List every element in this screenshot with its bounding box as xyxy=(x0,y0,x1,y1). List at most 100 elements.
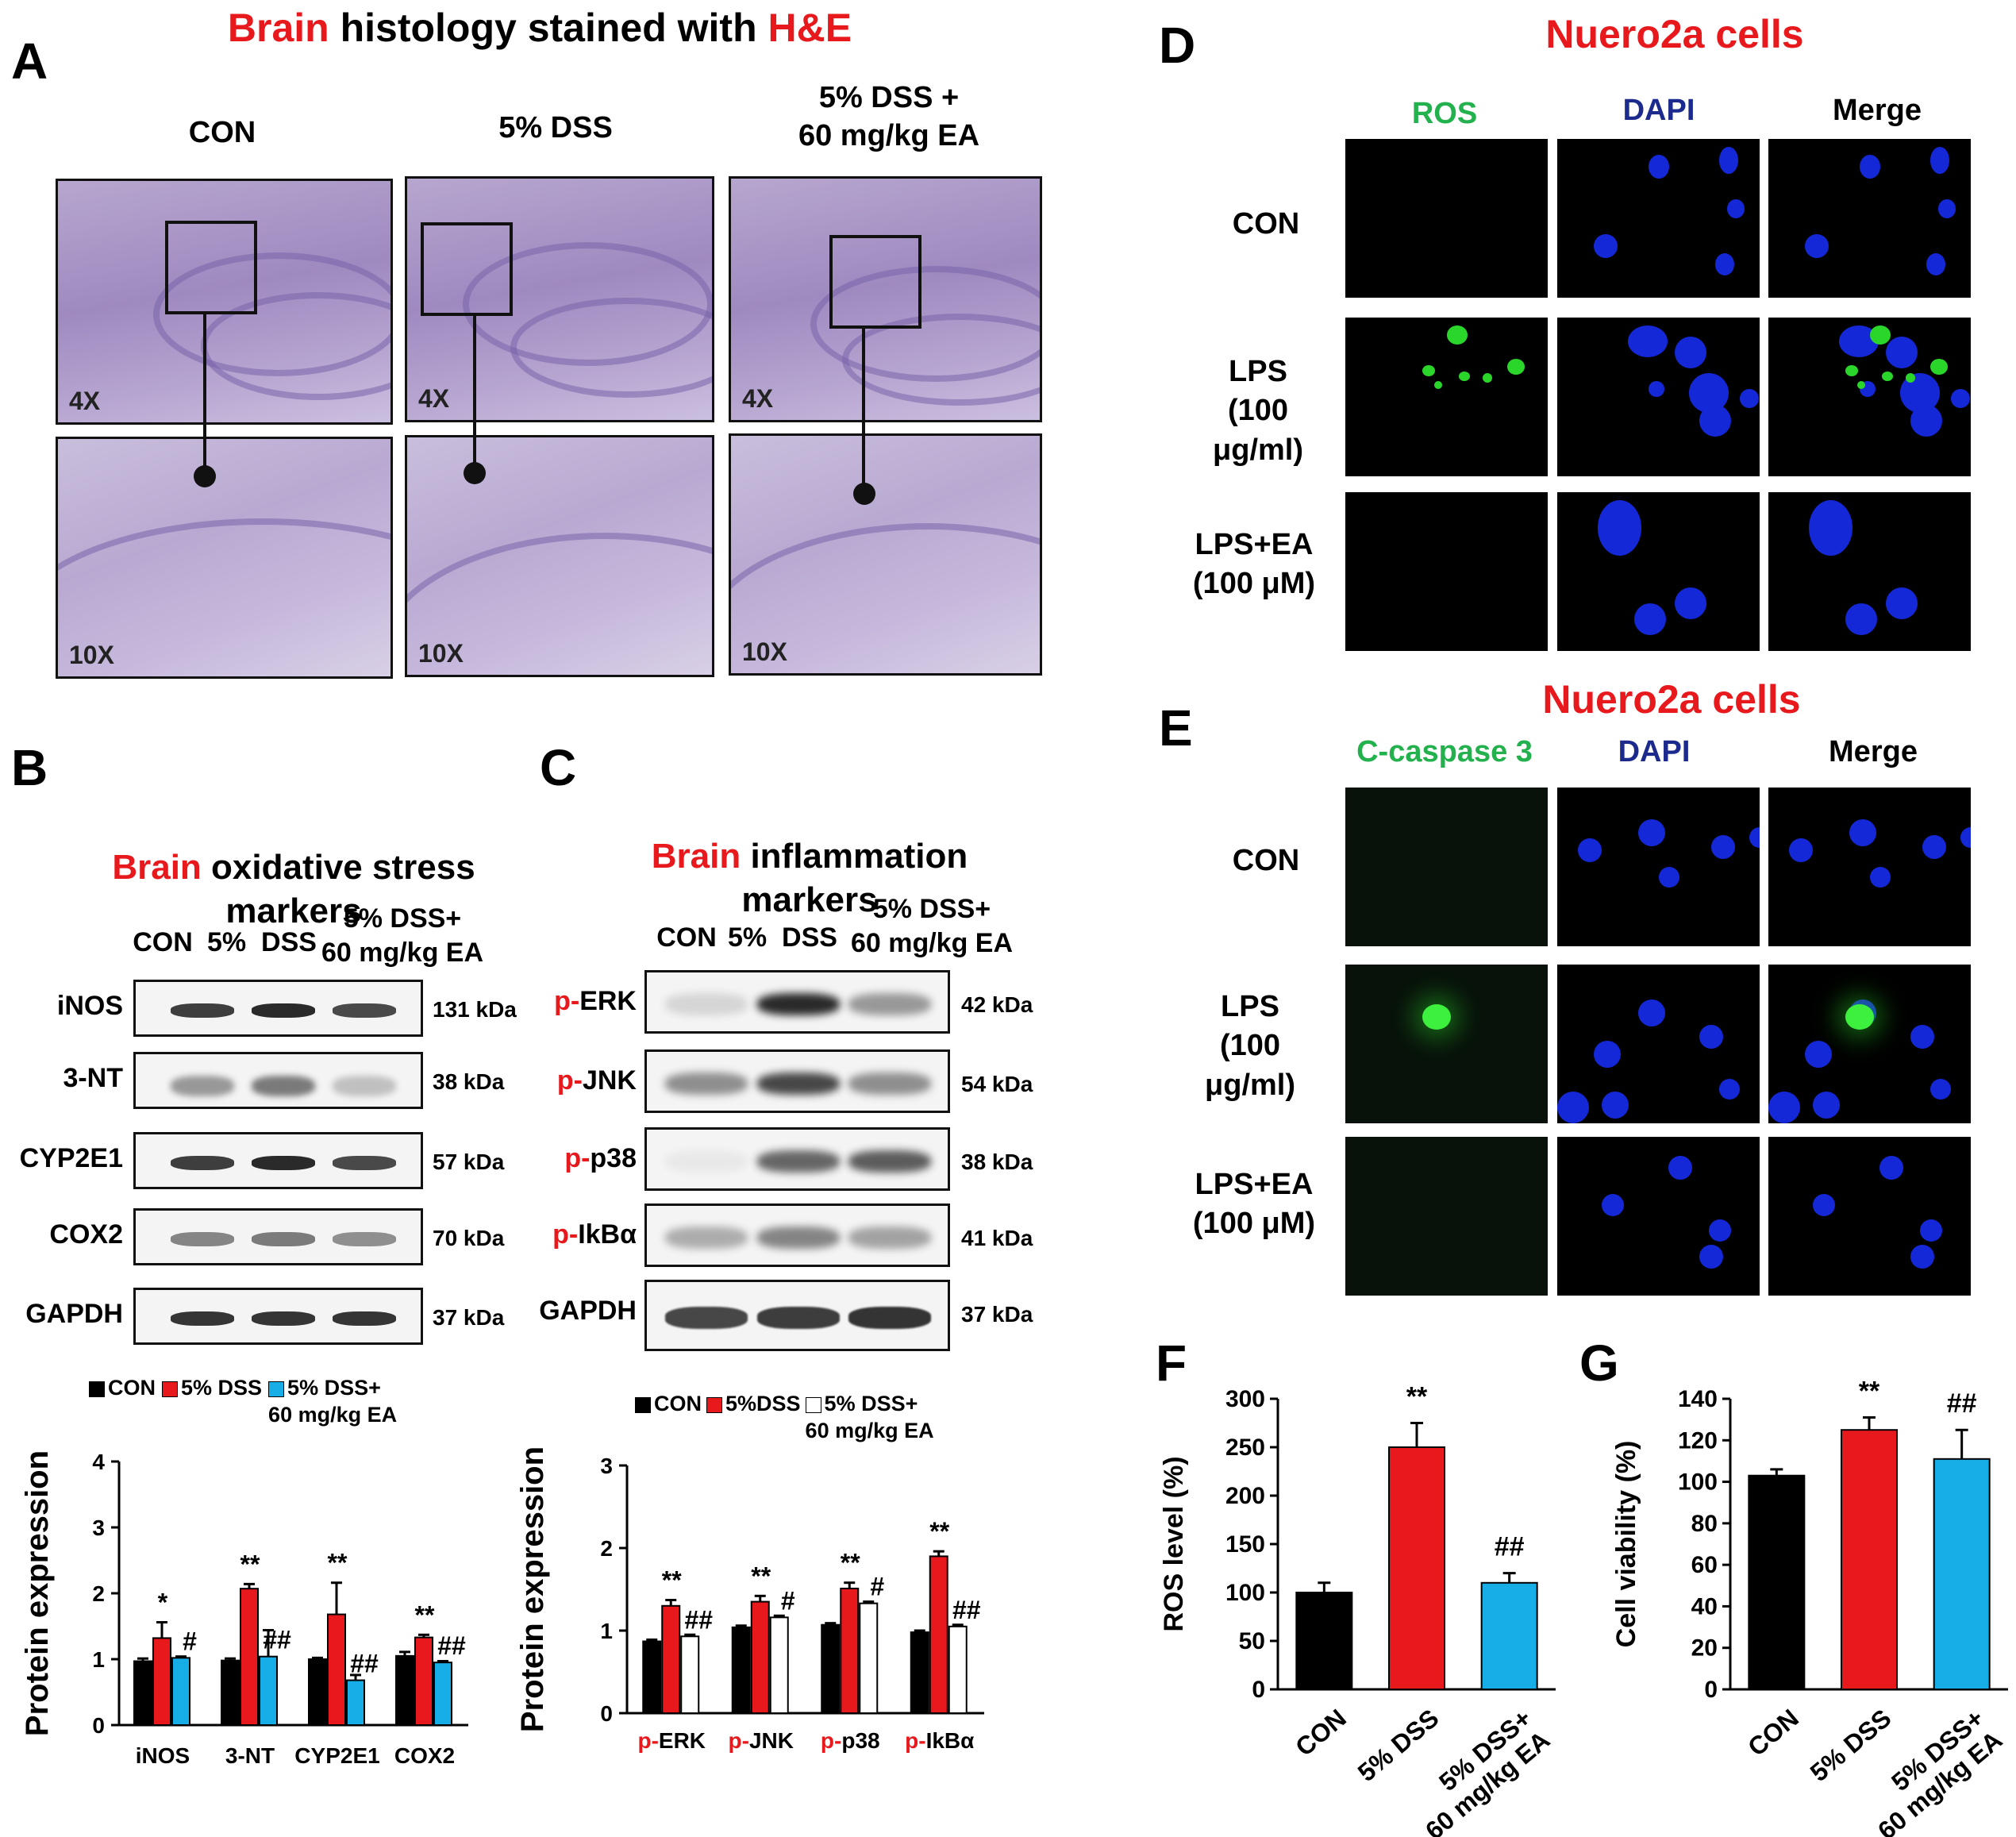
western-blot-cox2 xyxy=(133,1208,423,1265)
cell-nucleus xyxy=(1813,1092,1841,1119)
blot-band xyxy=(333,1076,397,1096)
blot-kda-3: 70 kDa xyxy=(433,1226,505,1250)
bar xyxy=(414,1636,433,1726)
cell-nucleus xyxy=(1910,1025,1934,1049)
blot-label-name: JNK xyxy=(582,1065,637,1096)
chart-b-legend: CON 5% DSS 5% DSS+ 60 mg/kg EA xyxy=(89,1375,565,1429)
panel-a-title-brain: Brain xyxy=(227,6,329,50)
y-axis-label: ROS level (%) xyxy=(1159,1456,1189,1631)
bar xyxy=(1480,1581,1538,1690)
y-tick-label: 20 xyxy=(1691,1635,1718,1662)
blot-band xyxy=(848,1307,932,1329)
panel-e-img-r1-c1 xyxy=(1557,965,1760,1123)
panel-a-group-dss: 5% DSS xyxy=(498,111,613,144)
x-tick-label: CON xyxy=(1742,1704,1804,1762)
x-tick-name: IkBα xyxy=(926,1728,975,1753)
cell-nucleus xyxy=(1813,1194,1836,1216)
panel-b-title-brain: Brain xyxy=(112,848,202,887)
cell-nucleus xyxy=(1910,1245,1934,1269)
blot-band xyxy=(252,1156,316,1170)
significance-mark: ** xyxy=(240,1550,260,1578)
panel-e-img-r2-c0 xyxy=(1345,1137,1548,1296)
x-tick-prefix: p- xyxy=(821,1728,841,1753)
panel-d-img-r0-c1 xyxy=(1557,139,1760,298)
blot-band xyxy=(665,1073,748,1095)
cell-nucleus xyxy=(1845,365,1858,376)
panel-f-letter: F xyxy=(1156,1334,1187,1392)
y-tick-label: 3 xyxy=(92,1515,105,1540)
panel-d-col-dapi: DAPI xyxy=(1622,94,1695,127)
x-tick-line: 5% DSS xyxy=(1805,1704,1897,1787)
blot-band xyxy=(665,993,748,1015)
x-tick-label: 5% DSS xyxy=(1352,1704,1445,1787)
cell-nucleus xyxy=(1593,234,1618,258)
panel-c-col-con: CON xyxy=(656,922,717,953)
legend-swatch xyxy=(706,1396,722,1413)
y-tick-label: 0 xyxy=(1704,1677,1718,1703)
x-tick-label: p-p38 xyxy=(821,1728,880,1753)
panel-d-img-r0-c2 xyxy=(1768,139,1971,298)
cell-nucleus xyxy=(1859,155,1880,179)
significance-mark: ** xyxy=(1859,1377,1880,1407)
cell-nucleus xyxy=(1648,155,1669,179)
mag-4x-label: 4X xyxy=(418,384,450,413)
cell-nucleus xyxy=(1950,389,1970,408)
blot-band xyxy=(665,1307,748,1329)
cell-nucleus xyxy=(1938,199,1956,218)
significance-mark: ## xyxy=(263,1626,291,1654)
bar xyxy=(433,1662,452,1726)
significance-mark: # xyxy=(870,1573,884,1601)
blot-band xyxy=(756,1150,840,1173)
x-tick-label: CYP2E1 xyxy=(294,1743,379,1768)
mag-4x-label: 4X xyxy=(742,384,774,413)
western-blot-3-nt xyxy=(133,1052,423,1109)
x-tick-prefix: p- xyxy=(729,1728,749,1753)
histology-dss-4x: 4X xyxy=(405,176,714,422)
panel-e-img-r1-c0 xyxy=(1345,965,1548,1123)
western-blot-c-2 xyxy=(644,1127,950,1191)
y-tick-label: 140 xyxy=(1678,1386,1718,1412)
blot-band xyxy=(848,1227,932,1249)
blot-kda-4: 37 kDa xyxy=(433,1305,505,1330)
western-blot-c-3 xyxy=(644,1203,950,1267)
significance-mark: ## xyxy=(684,1605,713,1634)
histology-con-10x: 10X xyxy=(56,437,393,679)
panel-d-col-ros: ROS xyxy=(1411,97,1478,130)
zoom-line-dss xyxy=(473,313,476,472)
cell-nucleus xyxy=(1926,253,1945,275)
blot-band xyxy=(252,1311,316,1326)
bar xyxy=(661,1604,681,1714)
legend-swatch xyxy=(805,1396,821,1413)
panel-d-img-r0-c0 xyxy=(1345,139,1548,298)
panel-c-title-brain: Brain xyxy=(651,837,741,876)
y-tick-label: 3 xyxy=(600,1454,613,1478)
x-tick-label: p-JNK xyxy=(729,1728,794,1753)
legend-swatch xyxy=(635,1396,651,1413)
blot-c-kda-3: 41 kDa xyxy=(961,1226,1033,1250)
bar xyxy=(859,1602,879,1714)
western-blot-gapdh xyxy=(133,1288,423,1345)
blot-label-prefix: p- xyxy=(556,1065,583,1096)
bar xyxy=(327,1613,346,1726)
panel-d-img-r1-c2 xyxy=(1768,318,1971,476)
x-tick-label: p-ERK xyxy=(637,1728,706,1753)
cell-nucleus xyxy=(1749,827,1760,848)
panel-b-col-ea: 5% DSS+ 60 mg/kg EA xyxy=(321,903,484,968)
blot-label-name: IkBα xyxy=(578,1219,637,1250)
cell-nucleus xyxy=(1638,819,1665,846)
y-tick-label: 0 xyxy=(92,1713,105,1738)
legend-swatch xyxy=(162,1381,178,1397)
panel-d-row-lps: LPS (100 μg/ml) xyxy=(1212,355,1304,467)
cell-nucleus xyxy=(1602,1092,1629,1119)
y-tick-label: 200 xyxy=(1225,1483,1265,1509)
bar xyxy=(308,1658,327,1726)
blot-label-name: GAPDH xyxy=(539,1296,637,1326)
legend-text: CON xyxy=(108,1376,156,1400)
blot-label-3: COX2 xyxy=(49,1219,123,1250)
x-tick-prefix: p- xyxy=(637,1728,658,1753)
western-blot-inos xyxy=(133,980,423,1037)
panel-d-img-r1-c1 xyxy=(1557,318,1760,476)
panel-d-col-merge: Merge xyxy=(1833,94,1922,127)
bar xyxy=(133,1660,152,1726)
